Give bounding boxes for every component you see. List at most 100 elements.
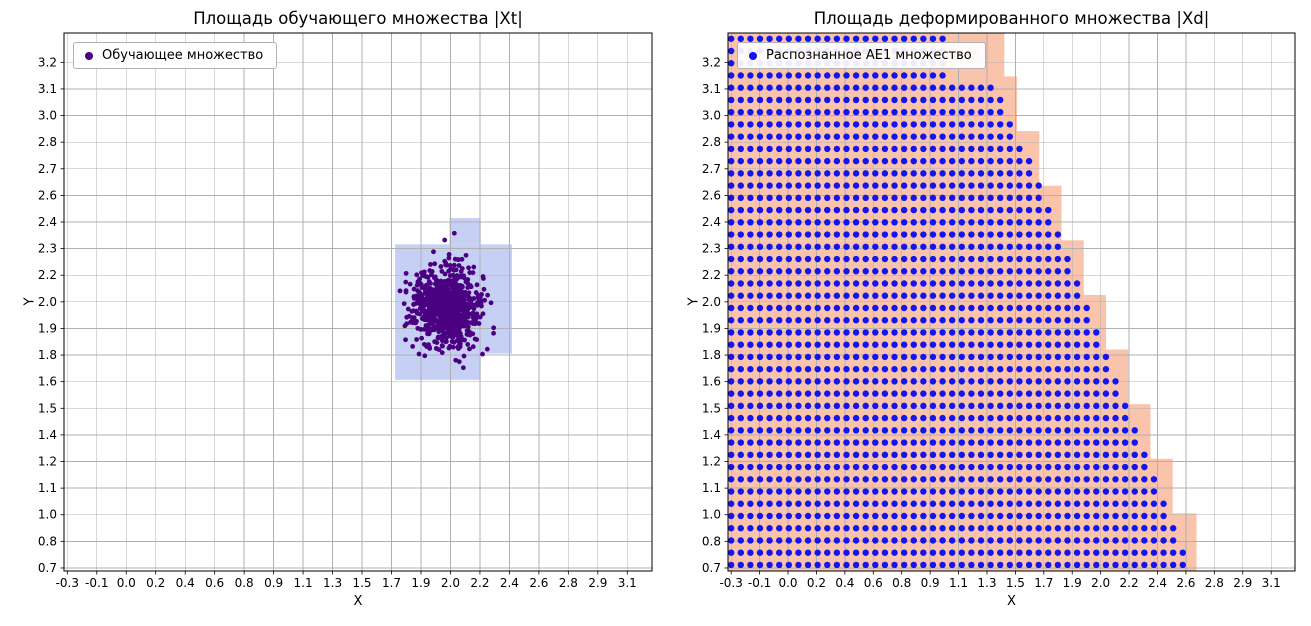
tick-layer: [724, 61, 1272, 575]
svg-text:0.0: 0.0: [778, 576, 797, 590]
training-set-y-axis-label: Y: [22, 297, 38, 306]
tick-label-layer: -0.3 -0.1 0.0 0.2 0.4 0.6 0.8 0.9 1.1 1.3 1.5 1.7 1.…: [38, 55, 637, 590]
legend-label: Распознанное AE1 множество: [766, 48, 972, 63]
svg-text:0.2: 0.2: [807, 576, 826, 590]
svg-text:0.6: 0.6: [864, 576, 883, 590]
svg-text:0.4: 0.4: [835, 576, 854, 590]
spines: [727, 32, 1296, 572]
svg-text:2.4: 2.4: [500, 576, 519, 590]
deformed-set-plot-title: Площадь деформированного множества |Xd|: [813, 9, 1210, 28]
svg-text:1.2: 1.2: [702, 455, 721, 469]
svg-text:1.0: 1.0: [38, 508, 57, 522]
deformed-set-y-axis-label: Y: [686, 297, 702, 306]
svg-text:1.6: 1.6: [702, 375, 721, 389]
svg-text:1.1: 1.1: [702, 481, 721, 495]
svg-text:2.2: 2.2: [38, 268, 57, 282]
svg-text:1.1: 1.1: [949, 576, 968, 590]
svg-text:2.0: 2.0: [38, 295, 57, 309]
svg-text:0.9: 0.9: [921, 576, 940, 590]
svg-text:1.9: 1.9: [411, 576, 430, 590]
svg-text:1.4: 1.4: [702, 428, 721, 442]
svg-text:2.6: 2.6: [702, 188, 721, 202]
svg-text:2.9: 2.9: [1233, 576, 1252, 590]
svg-text:3.1: 3.1: [38, 82, 57, 96]
svg-text:3.1: 3.1: [618, 576, 637, 590]
tick-label-layer: -0.3 -0.1 0.0 0.2 0.4 0.6 0.8 0.9 1.1 1.3 1.5 1.7 1.…: [702, 55, 1281, 590]
svg-text:0.7: 0.7: [702, 561, 721, 575]
svg-text:2.4: 2.4: [38, 215, 57, 229]
svg-text:1.5: 1.5: [352, 576, 371, 590]
series-layer: [397, 230, 497, 371]
svg-text:0.8: 0.8: [235, 576, 254, 590]
svg-text:2.2: 2.2: [702, 268, 721, 282]
svg-text:0.8: 0.8: [38, 534, 57, 548]
svg-text:2.0: 2.0: [1091, 576, 1110, 590]
svg-text:1.5: 1.5: [1006, 576, 1025, 590]
svg-text:-0.3: -0.3: [56, 576, 79, 590]
svg-text:3.2: 3.2: [38, 55, 57, 69]
svg-text:3.0: 3.0: [702, 109, 721, 123]
grid-layer: [64, 33, 652, 571]
svg-text:2.6: 2.6: [38, 188, 57, 202]
svg-text:2.0: 2.0: [702, 295, 721, 309]
spines: [63, 32, 653, 572]
svg-text:1.1: 1.1: [38, 481, 57, 495]
svg-text:-0.3: -0.3: [719, 576, 742, 590]
svg-text:2.8: 2.8: [1205, 576, 1224, 590]
deformed-set-legend: Распознанное AE1 множество: [737, 42, 986, 69]
svg-text:0.0: 0.0: [117, 576, 136, 590]
training-set-legend: Обучающее множество: [73, 42, 278, 69]
svg-text:1.9: 1.9: [1063, 576, 1082, 590]
svg-text:2.3: 2.3: [38, 242, 57, 256]
training-set-x-axis-label: X: [353, 594, 363, 609]
svg-text:2.4: 2.4: [702, 215, 721, 229]
svg-text:0.7: 0.7: [38, 561, 57, 575]
svg-text:0.2: 0.2: [146, 576, 165, 590]
svg-text:-0.1: -0.1: [85, 576, 108, 590]
svg-text:0.8: 0.8: [892, 576, 911, 590]
svg-text:1.9: 1.9: [38, 321, 57, 335]
svg-text:1.4: 1.4: [38, 428, 57, 442]
svg-text:2.6: 2.6: [1176, 576, 1195, 590]
svg-text:1.3: 1.3: [977, 576, 996, 590]
svg-text:2.8: 2.8: [702, 135, 721, 149]
svg-text:1.8: 1.8: [702, 348, 721, 362]
svg-text:0.8: 0.8: [702, 534, 721, 548]
svg-text:2.2: 2.2: [1120, 576, 1139, 590]
svg-text:2.8: 2.8: [559, 576, 578, 590]
svg-text:3.1: 3.1: [1262, 576, 1281, 590]
svg-text:1.1: 1.1: [294, 576, 313, 590]
svg-text:0.4: 0.4: [176, 576, 195, 590]
svg-text:2.4: 2.4: [1148, 576, 1167, 590]
deformed-set-x-axis-label: X: [1007, 594, 1016, 609]
svg-text:1.6: 1.6: [38, 375, 57, 389]
svg-text:0.9: 0.9: [264, 576, 283, 590]
svg-text:2.9: 2.9: [588, 576, 607, 590]
svg-text:1.5: 1.5: [702, 401, 721, 415]
svg-text:2.7: 2.7: [702, 162, 721, 176]
svg-text:1.0: 1.0: [702, 508, 721, 522]
svg-text:3.1: 3.1: [702, 82, 721, 96]
svg-text:1.7: 1.7: [382, 576, 401, 590]
svg-text:1.7: 1.7: [1034, 576, 1053, 590]
svg-text:1.5: 1.5: [38, 401, 57, 415]
svg-text:2.6: 2.6: [529, 576, 548, 590]
scatter-marker-icon: [749, 51, 757, 60]
svg-text:1.2: 1.2: [38, 455, 57, 469]
training-set-plot-title: Площадь обучающего множества |Xt|: [193, 9, 523, 28]
svg-text:2.3: 2.3: [702, 242, 721, 256]
svg-text:3.0: 3.0: [38, 109, 57, 123]
svg-text:2.2: 2.2: [470, 576, 489, 590]
legend-label: Обучающее множество: [102, 48, 264, 63]
tick-layer: [60, 61, 628, 575]
series-layer: [727, 35, 1186, 569]
svg-text:3.2: 3.2: [702, 55, 721, 69]
svg-text:1.3: 1.3: [323, 576, 342, 590]
scatter-marker-icon: [85, 51, 93, 60]
svg-text:0.6: 0.6: [205, 576, 224, 590]
svg-text:1.8: 1.8: [38, 348, 57, 362]
svg-text:2.7: 2.7: [38, 162, 57, 176]
